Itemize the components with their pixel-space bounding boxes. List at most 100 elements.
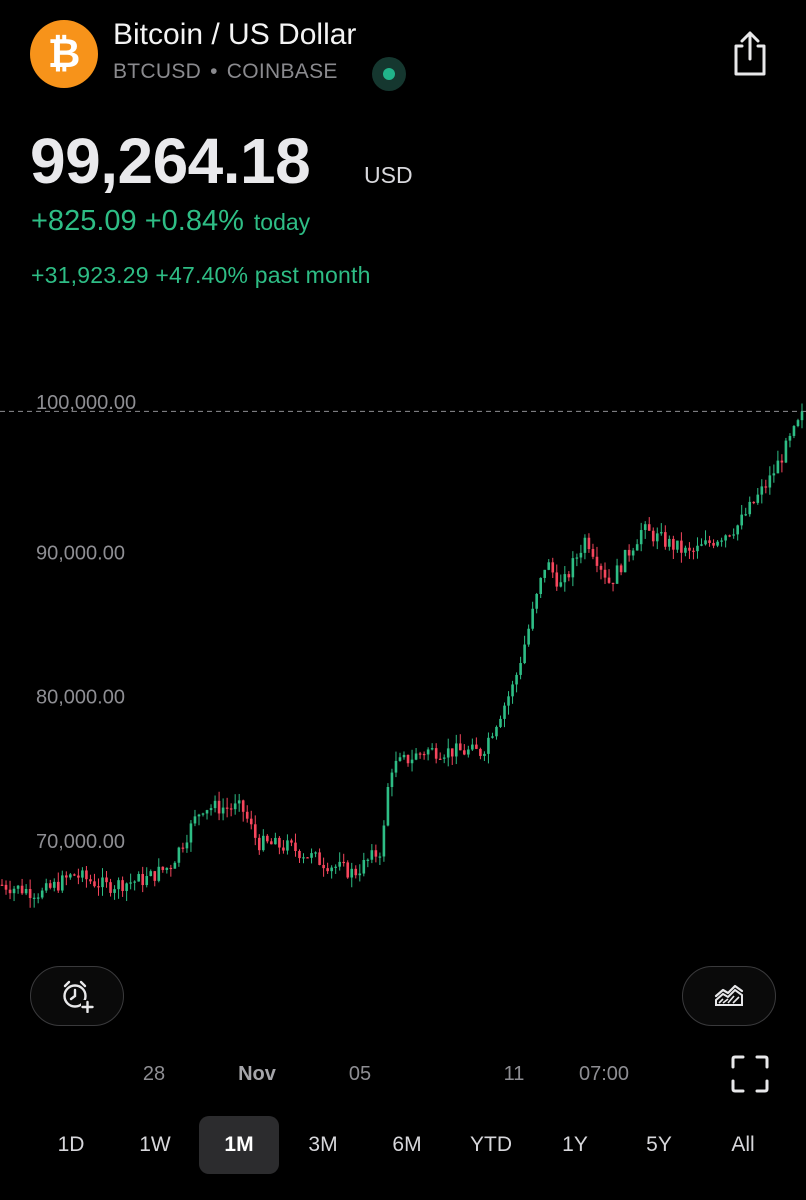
candle-body <box>274 837 277 845</box>
candle-body <box>692 550 695 552</box>
candle-body <box>672 538 675 550</box>
candle-body <box>467 749 470 755</box>
time-axis-label: 28 <box>142 1063 166 1085</box>
candle-body <box>768 475 772 488</box>
candle-body <box>579 552 583 558</box>
candle-body <box>575 557 579 559</box>
candle-body <box>595 556 599 566</box>
candle-body <box>237 800 241 804</box>
candle-body <box>712 542 715 546</box>
candle-body <box>587 537 591 550</box>
candle-body <box>390 772 394 788</box>
y-axis-label: 100,000.00 <box>36 392 136 414</box>
candle-body <box>354 868 358 876</box>
candle-body <box>454 743 458 757</box>
candle-body <box>720 540 723 542</box>
candle-body <box>97 886 100 888</box>
candle-body <box>157 866 161 881</box>
candle-body <box>748 501 752 515</box>
candle-body <box>382 825 386 857</box>
range-1d[interactable]: 1D <box>57 1133 85 1156</box>
chart-type-button[interactable] <box>682 966 776 1026</box>
range-1m[interactable]: 1M <box>199 1116 279 1174</box>
range-3m[interactable]: 3M <box>308 1133 338 1156</box>
candle-body <box>338 861 341 867</box>
candle-body <box>631 550 635 556</box>
candle-body <box>676 540 679 550</box>
candle-body <box>81 870 84 878</box>
candle-body <box>571 558 575 578</box>
candle-body <box>141 873 145 886</box>
candle-body <box>20 885 24 894</box>
change-today-value: +825.09 +0.84% <box>31 205 244 237</box>
candle-body <box>603 569 607 578</box>
candle-body <box>780 460 784 463</box>
candle-body <box>125 883 128 892</box>
candle-body <box>483 753 486 756</box>
candle-body <box>527 628 530 645</box>
range-6m[interactable]: 6M <box>392 1133 422 1156</box>
fullscreen-button[interactable] <box>730 1054 770 1094</box>
range-1w[interactable]: 1W <box>139 1133 171 1156</box>
candle-body <box>507 696 510 706</box>
candle-body <box>406 754 410 764</box>
candle-body <box>776 460 780 474</box>
candle-body <box>109 882 112 893</box>
candle-body <box>189 823 193 843</box>
candle-body <box>374 850 378 857</box>
share-button[interactable] <box>728 28 772 78</box>
candle-body <box>458 743 462 751</box>
candle-body <box>426 749 430 755</box>
candle-body <box>559 582 563 587</box>
candle-body <box>370 850 374 860</box>
candle-body <box>253 824 257 838</box>
candle-body <box>668 538 671 547</box>
candle-body <box>704 540 707 545</box>
time-range-selector: 1D 1W 1M 3M 6M YTD 1Y 5Y All <box>0 1112 806 1176</box>
range-all[interactable]: All <box>731 1133 755 1156</box>
price-chart[interactable]: 100,000.00 90,000.00 80,000.00 70,000.00 <box>0 370 806 930</box>
candle-body <box>422 753 426 756</box>
candle-body <box>121 880 124 892</box>
separator: • <box>210 60 218 83</box>
candle-body <box>547 562 551 570</box>
candle-body <box>398 757 402 761</box>
candle-body <box>93 881 96 887</box>
candle-body <box>61 875 64 891</box>
candle-body <box>647 524 651 531</box>
add-alert-button[interactable] <box>30 966 124 1026</box>
add-alert-clock-icon <box>63 980 94 1013</box>
candle-body <box>627 549 631 556</box>
candle-body <box>89 879 92 882</box>
instrument-subtitle: BTCUSD • COINBASE <box>113 60 338 84</box>
candle-body <box>700 544 703 546</box>
candle-body <box>12 888 16 894</box>
candle-body <box>716 541 719 546</box>
candle-body <box>133 881 136 883</box>
candle-body <box>205 810 209 814</box>
candle-body <box>241 800 245 812</box>
candle-body <box>491 736 494 738</box>
candle-body <box>438 758 442 760</box>
candle-body <box>788 435 792 441</box>
range-1y[interactable]: 1Y <box>562 1133 588 1156</box>
candle-body <box>515 674 518 685</box>
candle-body <box>463 750 466 755</box>
candle-body <box>44 883 48 891</box>
candle-body <box>651 530 655 542</box>
candle-body <box>149 871 153 877</box>
candle-body <box>310 853 313 858</box>
candle-body <box>611 582 615 585</box>
candle-body <box>800 411 804 421</box>
candle-body <box>56 881 60 891</box>
price-currency: USD <box>364 162 413 188</box>
range-5y[interactable]: 5Y <box>646 1133 672 1156</box>
candle-body <box>623 549 627 573</box>
candle-body <box>756 494 760 503</box>
candle-body <box>330 867 333 872</box>
candle-body <box>40 890 44 898</box>
candle-body <box>161 866 165 870</box>
candle-body <box>16 885 20 889</box>
candle-body <box>446 748 450 758</box>
range-ytd[interactable]: YTD <box>470 1133 512 1156</box>
